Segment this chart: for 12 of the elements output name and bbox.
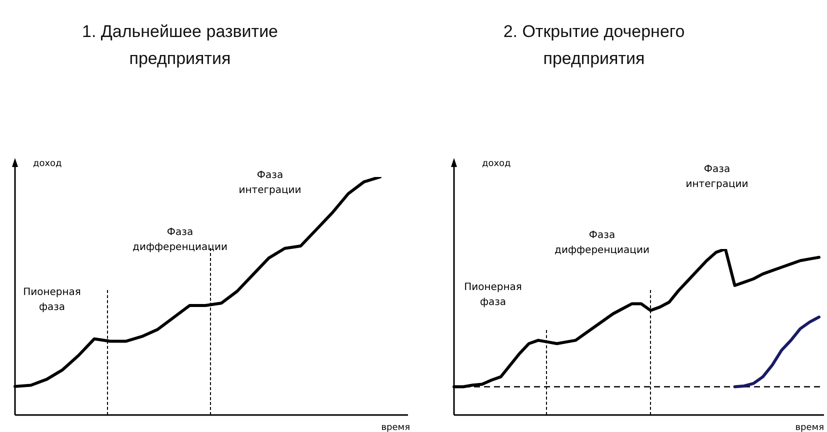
annotation: Пионерная фаза	[464, 282, 522, 308]
annotation: Фаза дифференциации	[554, 230, 650, 256]
y-axis-title: доход	[33, 159, 62, 169]
x-axis-title: время	[795, 423, 824, 432]
annotation: Фаза дифференциации	[132, 227, 228, 253]
chart-title: 2. Открытие дочернего предприятия	[502, 21, 686, 70]
chart-title: 1. Дальнейшее развитие предприятия	[80, 21, 280, 70]
text: Фаза интеграции	[686, 164, 748, 190]
annotation: Фаза интеграции	[238, 170, 302, 196]
annotation: Пионерная фаза	[23, 287, 81, 313]
x-axis-title: время	[381, 423, 410, 432]
y-axis-title: доход	[482, 159, 511, 169]
